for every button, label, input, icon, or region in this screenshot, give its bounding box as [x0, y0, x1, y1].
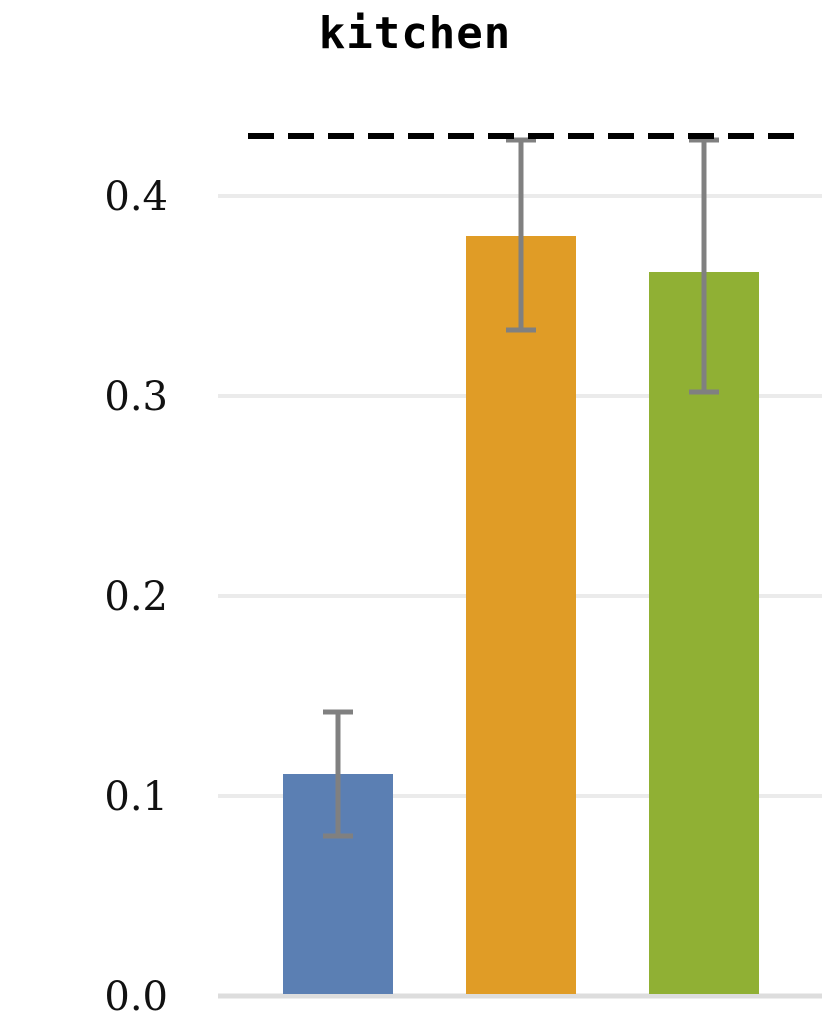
y-tick-label: 0.0 — [104, 974, 168, 1020]
y-axis-ticks: 0.0 0.1 0.2 0.3 0.4 — [104, 174, 168, 1020]
y-tick-label: 0.2 — [104, 574, 168, 620]
bars — [283, 236, 759, 994]
chart-title: kitchen — [318, 8, 512, 59]
error-bar — [689, 137, 719, 395]
y-tick-label: 0.1 — [104, 774, 168, 820]
error-bars — [323, 137, 719, 839]
error-bar — [506, 137, 536, 333]
bar — [466, 236, 576, 994]
y-tick-label: 0.4 — [104, 174, 168, 220]
error-bar — [323, 709, 353, 839]
y-tick-label: 0.3 — [104, 374, 168, 420]
